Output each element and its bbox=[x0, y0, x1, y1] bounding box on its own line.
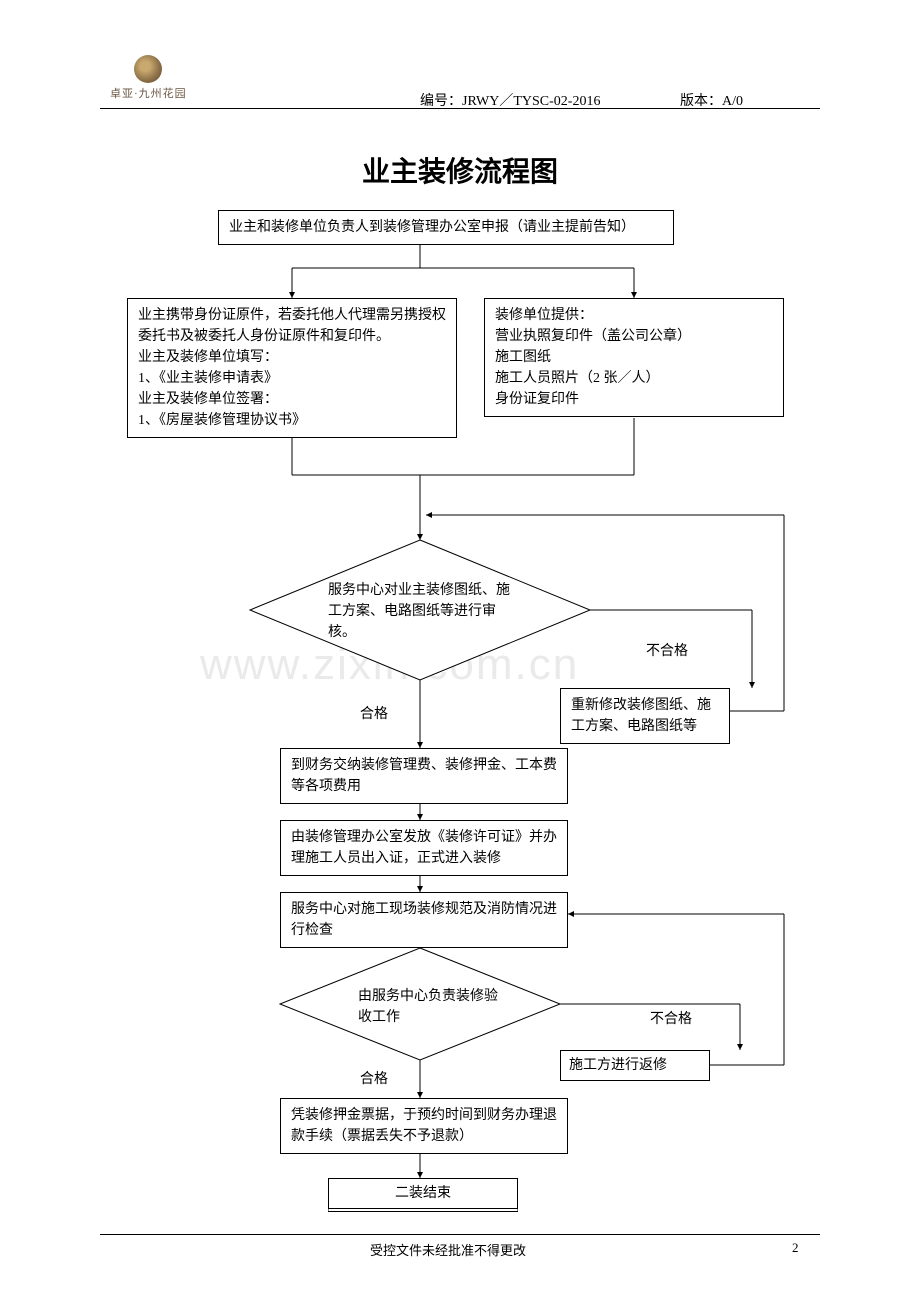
accept-fail-label: 不合格 bbox=[650, 1008, 692, 1028]
inspect-box: 服务中心对施工现场装修规范及消防情况进行检查 bbox=[280, 892, 568, 948]
review-pass-label: 合格 bbox=[360, 703, 388, 723]
logo-icon bbox=[134, 55, 162, 83]
review-fail-label: 不合格 bbox=[646, 640, 688, 660]
revise-box: 重新修改装修图纸、施工方案、电路图纸等 bbox=[560, 688, 730, 744]
review-diamond-text: 服务中心对业主装修图纸、施工方案、电路图纸等进行审核。 bbox=[328, 580, 518, 643]
doc-number: 编号：JRWY／TYSC-02-2016 bbox=[420, 90, 600, 110]
doc-version: 版本：A/0 bbox=[680, 90, 743, 110]
end-box: 二装结束 bbox=[328, 1178, 518, 1212]
start-box: 业主和装修单位负责人到装修管理办公室申报（请业主提前告知） bbox=[218, 210, 674, 245]
logo: 卓亚·九州花园 bbox=[110, 55, 187, 101]
logo-text: 卓亚·九州花园 bbox=[110, 85, 187, 101]
page-title: 业主装修流程图 bbox=[0, 150, 920, 190]
pay-box: 到财务交纳装修管理费、装修押金、工本费等各项费用 bbox=[280, 748, 568, 804]
accept-pass-label: 合格 bbox=[360, 1068, 388, 1088]
company-docs-box: 装修单位提供： 营业执照复印件（盖公司公章） 施工图纸 施工人员照片（2 张／人… bbox=[484, 298, 784, 417]
page: 卓亚·九州花园 编号：JRWY／TYSC-02-2016 版本：A/0 业主装修… bbox=[0, 0, 920, 1302]
accept-diamond-text: 由服务中心负责装修验收工作 bbox=[358, 986, 498, 1028]
permit-box: 由装修管理办公室发放《装修许可证》并办理施工人员出入证，正式进入装修 bbox=[280, 820, 568, 876]
owner-docs-box: 业主携带身份证原件，若委托他人代理需另携授权委托书及被委托人身份证原件和复印件。… bbox=[127, 298, 457, 438]
rework-box: 施工方进行返修 bbox=[560, 1050, 710, 1081]
refund-box: 凭装修押金票据，于预约时间到财务办理退款手续（票据丢失不予退款） bbox=[280, 1098, 568, 1154]
